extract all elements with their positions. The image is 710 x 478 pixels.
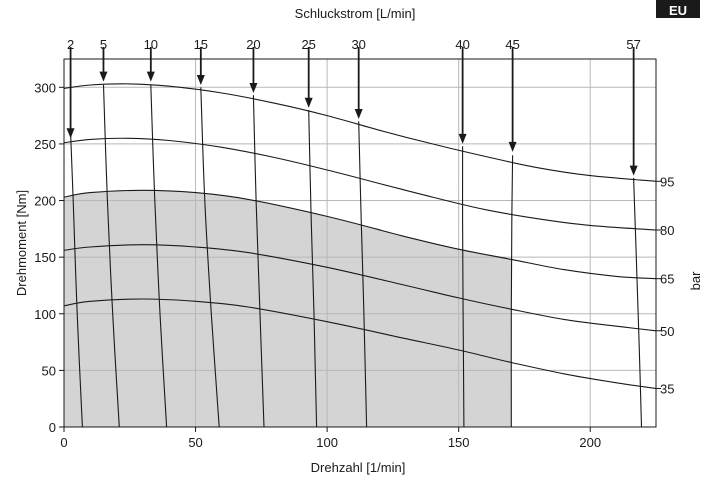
pressure-curve-65-bar <box>63 189 657 280</box>
pressure-label-80: 80 <box>660 223 674 238</box>
pressure-unit-label: bar <box>688 271 703 290</box>
flow-label-40: 40 <box>455 37 469 52</box>
pressure-curve-35-bar <box>63 298 657 390</box>
flow-label-30: 30 <box>351 37 365 52</box>
flow-arrow-head-20 <box>249 82 258 93</box>
y-tick-label: 0 <box>49 420 56 435</box>
flow-curves <box>70 84 643 428</box>
flow-curve-25 <box>308 109 318 428</box>
pressure-label-35: 35 <box>660 382 674 397</box>
flow-arrow-head-25 <box>304 97 313 108</box>
pressure-curve-95-bar <box>63 83 657 182</box>
flow-label-45: 45 <box>505 37 519 52</box>
flow-label-25: 25 <box>301 37 315 52</box>
flow-curve-45 <box>510 155 514 428</box>
y-tick-label: 300 <box>34 80 56 95</box>
pressure-label-65: 65 <box>660 272 674 287</box>
flow-curve-40 <box>462 146 465 428</box>
x-axis-ticks: 0 50 100 150 200 <box>60 427 601 450</box>
operating-area-shade <box>64 190 512 427</box>
pressure-curve-50-bar <box>63 244 657 332</box>
flow-arrow-head-45 <box>508 141 517 152</box>
flow-label-20: 20 <box>246 37 260 52</box>
flow-label-15: 15 <box>194 37 208 52</box>
flow-arrow-head-15 <box>196 75 205 86</box>
y-tick-label: 50 <box>42 363 56 378</box>
x-tick-label: 150 <box>448 435 470 450</box>
flow-curve-20 <box>252 95 265 428</box>
flow-arrows <box>66 47 638 176</box>
flow-label-5: 5 <box>100 37 107 52</box>
operating-area <box>64 190 512 427</box>
chart-title: Schluckstrom [L/min] <box>295 6 416 21</box>
y-tick-label: 200 <box>34 194 56 209</box>
x-tick-label: 200 <box>579 435 601 450</box>
flow-curve-5 <box>102 84 120 428</box>
y-axis-ticks: 0 50 100 150 200 250 300 <box>34 80 64 435</box>
pressure-labels: 95 80 65 50 35 <box>656 174 674 397</box>
flow-curve-15 <box>200 87 220 428</box>
plot-frame <box>63 58 657 428</box>
pressure-label-95: 95 <box>660 174 674 189</box>
pressure-curve-80-bar <box>63 137 657 231</box>
x-tick-label: 50 <box>188 435 202 450</box>
flow-curve-57 <box>633 177 643 428</box>
flow-label-2: 2 <box>67 37 74 52</box>
flow-arrow-head-2 <box>66 128 75 139</box>
flow-label-10: 10 <box>144 37 158 52</box>
y-tick-label: 100 <box>34 307 56 322</box>
flow-arrow-head-40 <box>458 133 467 144</box>
region-badge: EU <box>656 0 700 18</box>
flow-arrow-head-30 <box>354 109 363 120</box>
flow-curve-2 <box>70 132 83 428</box>
pressure-label-50: 50 <box>660 324 674 339</box>
flow-arrow-head-57 <box>629 165 638 176</box>
x-tick-label: 100 <box>316 435 338 450</box>
y-tick-label: 150 <box>34 250 56 265</box>
flow-curve-30 <box>358 121 368 428</box>
x-axis-label: Drehzahl [1/min] <box>311 460 406 475</box>
x-tick-label: 0 <box>60 435 67 450</box>
grid <box>64 59 656 427</box>
y-tick-label: 250 <box>34 137 56 152</box>
flow-curve-10 <box>150 84 168 428</box>
flow-arrow-head-10 <box>146 71 155 82</box>
flow-label-57: 57 <box>626 37 640 52</box>
flow-arrow-head-5 <box>99 71 108 82</box>
pressure-curves <box>63 83 657 390</box>
flow-labels: 2 5 10 15 20 25 30 40 45 57 <box>67 37 641 52</box>
y-axis-label: Drehmoment [Nm] <box>14 190 29 296</box>
